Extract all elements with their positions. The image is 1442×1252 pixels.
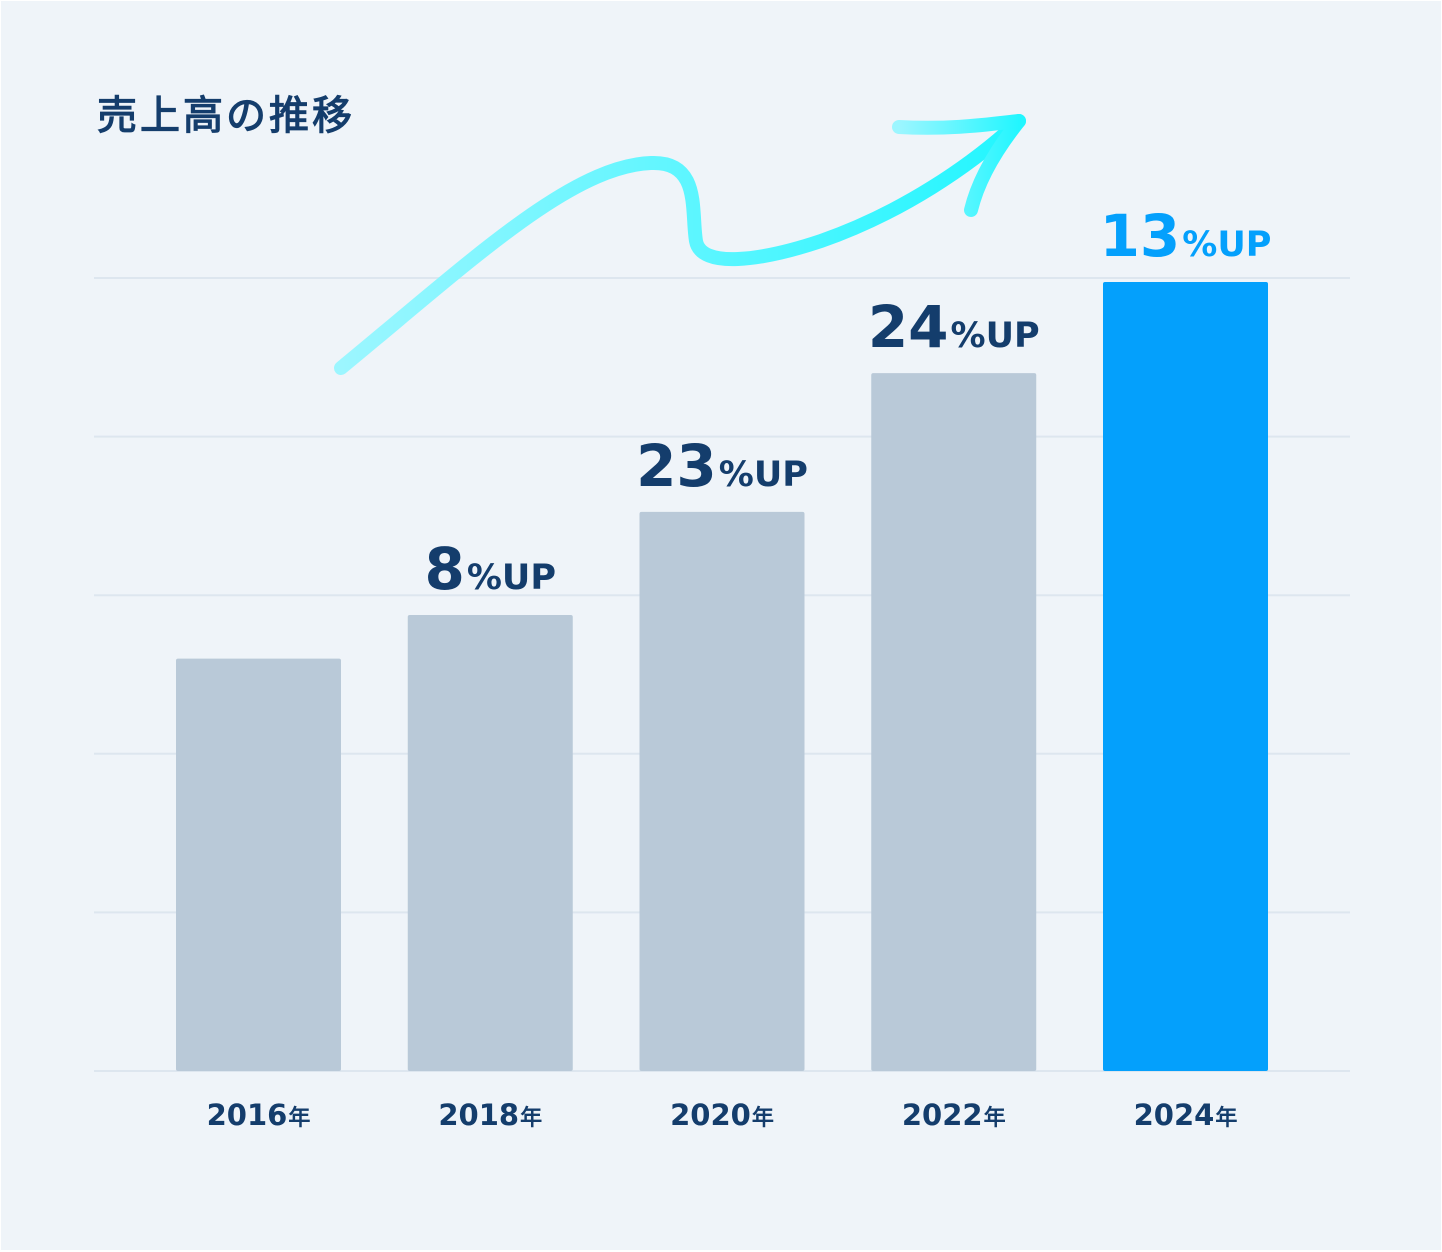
- data-label: 24%UP: [868, 293, 1040, 361]
- chart-title: 売上高の推移: [97, 93, 355, 139]
- trend-arrow-icon: [334, 114, 1026, 375]
- x-tick-label: 2018年: [438, 1098, 542, 1132]
- bar: [639, 511, 805, 1071]
- x-tick-label: 2016年: [207, 1098, 311, 1132]
- x-tick-label: 2022年: [902, 1098, 1006, 1132]
- data-label: 23%UP: [636, 432, 808, 500]
- x-tick-label: 2020年: [670, 1098, 774, 1132]
- data-label: 13%UP: [1100, 202, 1272, 270]
- x-tick-label: 2024年: [1134, 1098, 1238, 1132]
- data-labels: 8%UP 23%UP 24%UP 13%UP: [425, 202, 1272, 603]
- data-label: 8%UP: [425, 535, 557, 603]
- bar: [407, 615, 573, 1071]
- x-axis-labels: 2016年 2018年 2020年 2022年 2024年: [207, 1098, 1238, 1132]
- bar: [176, 658, 341, 1071]
- bar: [871, 373, 1037, 1071]
- bar: [1103, 281, 1268, 1072]
- bars: [176, 281, 1268, 1072]
